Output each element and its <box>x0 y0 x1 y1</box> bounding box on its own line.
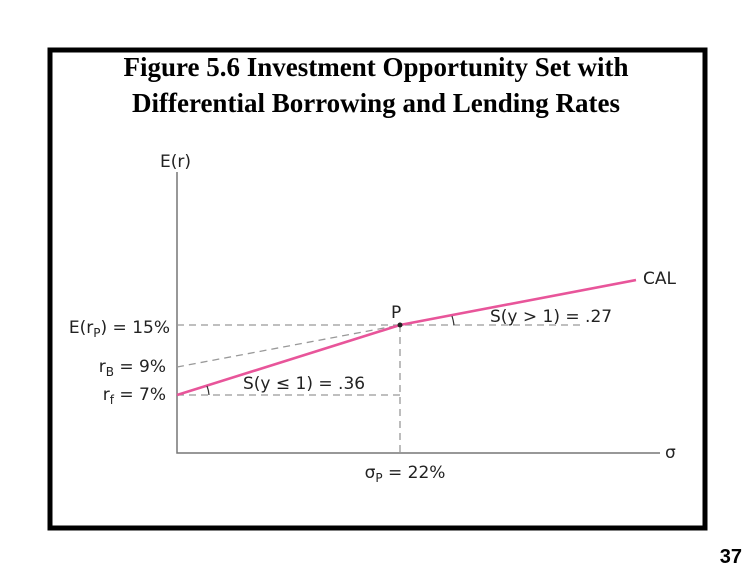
risk-free-label: rf = 7% <box>103 385 166 407</box>
x-axis-label: σ <box>665 443 676 463</box>
slope-label: S(y ≤ 1) = .36 <box>243 374 365 394</box>
sigma-label: σP = 22% <box>365 463 446 485</box>
line-label: CAL <box>643 269 676 289</box>
angle-arc <box>451 315 455 326</box>
borrowing-extension <box>176 324 401 368</box>
page-number: 37 <box>720 546 742 568</box>
angle-arc <box>206 385 210 396</box>
title-line: Differential Borrowing and Lending Rates <box>132 88 620 118</box>
figure: E(r) σ P CAL S(y ≤ 1) = .36 S(y > 1) = .… <box>69 152 677 485</box>
slide-frame <box>47 47 708 531</box>
slope-label: S(y > 1) = .27 <box>490 307 612 327</box>
axes <box>176 172 660 454</box>
point-label: P <box>391 303 401 323</box>
title-line: Figure 5.6 Investment Opportunity Set wi… <box>123 52 628 82</box>
borrowing-rate-label: rB = 9% <box>99 357 166 379</box>
y-axis-label: E(r) <box>160 152 191 172</box>
expected-return-label: E(rP) = 15% <box>69 318 170 340</box>
point-p <box>397 322 403 328</box>
